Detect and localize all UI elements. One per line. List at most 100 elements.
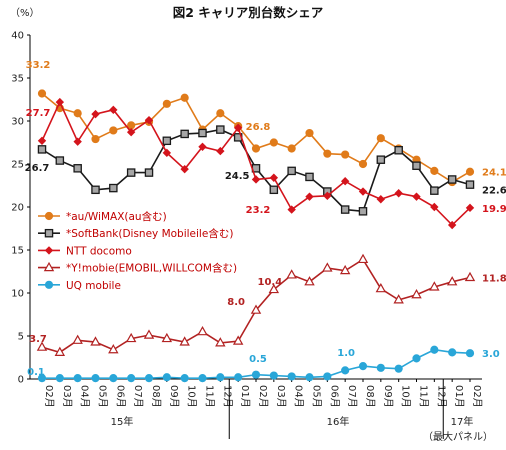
data-point	[323, 372, 332, 381]
data-point	[341, 150, 350, 159]
data-point	[358, 207, 368, 216]
label-uq-1-0: 1.0	[337, 348, 355, 359]
x-tick-label: 01月	[239, 385, 251, 408]
data-point	[91, 374, 100, 383]
x-tick-label: 08月	[364, 385, 376, 408]
data-point	[198, 128, 207, 138]
y-tick-label: 30	[11, 117, 24, 128]
data-point	[464, 271, 476, 282]
data-point	[162, 373, 171, 382]
legend-label: *au/WiMAX(au含む)	[66, 210, 167, 223]
data-point	[287, 166, 296, 176]
data-point	[287, 144, 296, 153]
x-tick-label: 04月	[293, 385, 305, 408]
x-tick-label: 05月	[97, 385, 109, 408]
data-point	[197, 325, 208, 336]
data-point	[126, 127, 136, 137]
data-point	[430, 166, 439, 175]
data-point	[269, 371, 278, 380]
series-4	[37, 345, 475, 383]
data-point	[251, 175, 261, 184]
data-point	[73, 137, 82, 146]
label-ymobile-first: 3.7	[29, 334, 47, 345]
data-point	[233, 123, 243, 133]
chart-title: 図2 キャリア別台数シェア	[173, 5, 324, 20]
data-point	[448, 348, 457, 357]
data-point	[430, 345, 439, 354]
data-point	[232, 335, 244, 345]
data-point	[339, 264, 351, 275]
data-point	[394, 364, 403, 373]
data-point	[180, 129, 189, 139]
y-tick-label: 5	[18, 332, 24, 343]
data-point	[465, 180, 475, 189]
data-point	[376, 363, 385, 372]
data-point	[126, 168, 136, 177]
data-point	[358, 159, 368, 169]
legend-label: UQ mobile	[66, 280, 121, 292]
data-point	[411, 288, 422, 299]
data-point	[375, 282, 387, 293]
data-point	[161, 332, 173, 343]
data-point	[465, 167, 475, 176]
data-point	[91, 185, 100, 195]
data-point	[305, 172, 314, 182]
data-point	[394, 145, 403, 155]
x-tick-label: 03月	[275, 385, 287, 408]
data-point	[180, 93, 189, 102]
series-1	[37, 125, 475, 216]
data-point	[216, 125, 225, 134]
data-point	[358, 187, 368, 196]
series-2	[37, 97, 475, 230]
data-point	[215, 337, 226, 347]
data-point	[91, 109, 100, 119]
legend: *au/WiMAX(au含む) *SoftBank(Disney Mobileil…	[38, 210, 237, 292]
data-point	[376, 134, 385, 143]
x-tick-label: 07月	[346, 385, 358, 408]
year-label-15: 15年	[111, 415, 134, 428]
data-point	[54, 346, 66, 356]
data-point	[127, 374, 136, 383]
data-point	[250, 304, 262, 314]
year-label-16: 16年	[327, 415, 350, 428]
data-point	[216, 109, 225, 118]
data-point	[465, 349, 475, 358]
data-point	[108, 344, 119, 354]
x-tick-label: 09月	[382, 385, 394, 408]
data-point	[357, 253, 369, 264]
data-point	[393, 294, 404, 304]
label-sb-first: 26.7	[25, 163, 50, 174]
label-au-first: 33.2	[26, 60, 51, 71]
data-point	[37, 89, 47, 98]
x-tick-label: 02月	[471, 385, 483, 408]
data-point	[162, 99, 171, 108]
data-point	[162, 148, 172, 158]
data-point	[234, 373, 243, 382]
x-tick-label: 06月	[328, 385, 340, 408]
data-point	[144, 374, 154, 383]
data-point	[447, 220, 457, 230]
data-point	[73, 374, 82, 383]
y-tick-label: 40	[11, 31, 24, 42]
series-3	[36, 253, 476, 356]
data-point	[73, 109, 82, 118]
data-point	[144, 115, 154, 125]
label-docomo-last: 19.9	[482, 204, 506, 215]
data-point	[412, 161, 421, 170]
data-point	[36, 341, 48, 351]
data-point	[340, 205, 350, 214]
legend-marker	[44, 228, 54, 238]
legend-marker	[44, 280, 54, 289]
legend-marker	[44, 246, 54, 255]
data-point	[72, 334, 83, 344]
data-point	[109, 374, 118, 383]
year-label-17: 17年	[451, 415, 474, 428]
data-point	[144, 168, 154, 177]
data-point	[251, 144, 261, 153]
y-tick-label: 15	[11, 246, 24, 257]
data-point	[73, 164, 82, 173]
data-point	[287, 372, 296, 381]
x-tick-label: 07月	[132, 385, 144, 408]
data-point	[322, 262, 333, 272]
x-tick-label: 05月	[311, 385, 323, 408]
